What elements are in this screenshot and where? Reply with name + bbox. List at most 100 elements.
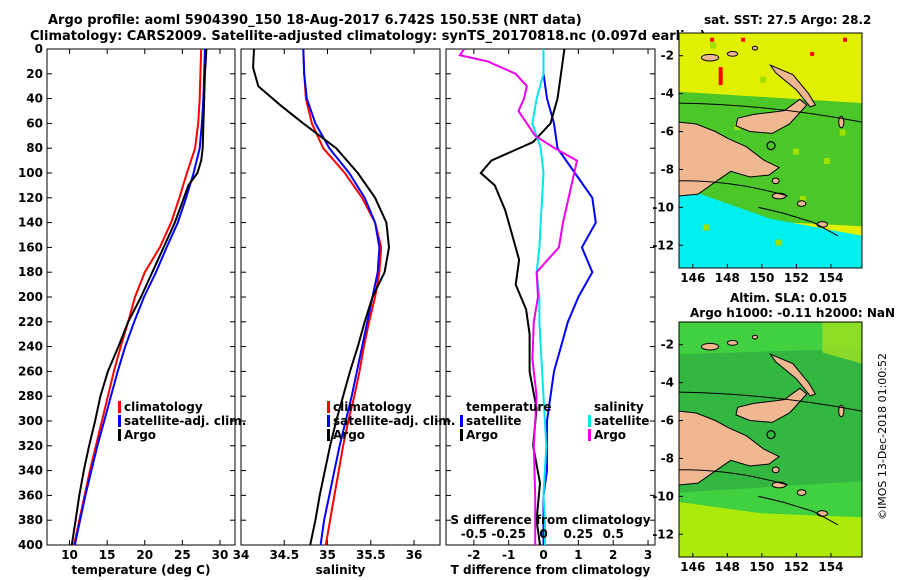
difference-series-salinity-Argo <box>458 48 579 545</box>
diff-t-tick-label: 0 <box>539 548 547 562</box>
sst-lon-tick-label: 154 <box>818 271 843 285</box>
salinity-series-Argo <box>252 48 391 546</box>
depth-tick-label: 380 <box>18 513 43 527</box>
depth-tick-label: 0 <box>35 42 43 56</box>
depth-tick-label: 100 <box>18 166 43 180</box>
argo-position-marker <box>766 141 776 151</box>
small-island <box>816 510 828 517</box>
depth-tick-label: 400 <box>18 538 43 552</box>
diff-legend-salinity-header: salinity <box>594 400 644 414</box>
small-island <box>796 200 807 207</box>
small-island <box>771 177 780 185</box>
bathymetry-contour <box>678 102 863 123</box>
diff-legend-temperature-header: temperature <box>466 400 551 414</box>
small-island <box>838 115 845 129</box>
temperature-xtick-label: 15 <box>99 548 116 562</box>
sst-hotspot <box>710 37 715 42</box>
sst-map-frame <box>678 32 863 269</box>
reef-contour <box>758 206 839 237</box>
small-island <box>838 404 845 418</box>
depth-tick-label: 280 <box>18 389 43 403</box>
depth-tick-label: 160 <box>18 240 43 254</box>
salinity-xtick-label: 35 <box>319 548 336 562</box>
temperature-xtick-label: 30 <box>212 548 229 562</box>
sst-lon-tick-label: 150 <box>749 271 774 285</box>
sla-high-zone-ne <box>822 322 862 364</box>
salinity-xtick-label: 34 <box>233 548 250 562</box>
depth-tick-label: 180 <box>18 265 43 279</box>
temperature-legend-swatch <box>118 401 121 413</box>
diff-t-tick-label: 3 <box>644 548 652 562</box>
bathymetry-contour <box>678 469 788 486</box>
sla-lat-tick-label: -12 <box>652 527 674 541</box>
temperature-xtick-label: 20 <box>136 548 153 562</box>
diff-legend-salinity-swatch <box>588 429 591 441</box>
sst-speckle <box>775 239 782 246</box>
depth-tick-label: 80 <box>26 141 43 155</box>
temperature-xtick-label: 10 <box>61 548 78 562</box>
diff-legend-temperature-swatch <box>460 415 463 427</box>
sst-lat-tick-label: -12 <box>652 238 674 252</box>
depth-tick-label: 60 <box>26 116 43 130</box>
temperature-legend-label: satellite-adj. clim. <box>124 414 246 428</box>
depth-tick-label: 20 <box>26 67 43 81</box>
small-island <box>796 489 807 496</box>
diff-t-tick-label: -2 <box>467 548 480 562</box>
salinity-legend-label: climatology <box>333 400 412 414</box>
small-island <box>726 50 739 57</box>
difference-series-temperature-satellite <box>542 49 597 545</box>
reef-contour <box>758 495 839 526</box>
sla-lon-tick-label: 154 <box>818 560 843 574</box>
map-sla-title-line1: Altim. SLA: 0.015 <box>730 291 848 305</box>
sst-lat-tick-label: -8 <box>661 162 674 176</box>
diff-legend-temperature-swatch <box>460 429 463 441</box>
depth-tick-label: 40 <box>26 92 43 106</box>
salinity-xtick-label: 34.5 <box>269 548 299 562</box>
sst-lat-tick-label: -2 <box>661 49 674 63</box>
depth-tick-label: 200 <box>18 290 43 304</box>
salinity-legend-swatch <box>327 415 330 427</box>
small-island <box>700 53 720 62</box>
sla-high-zone <box>679 502 862 557</box>
depth-tick-label: 300 <box>18 414 43 428</box>
sla-map-frame <box>678 321 863 558</box>
salinity-xtick-label: 35.5 <box>356 548 386 562</box>
temperature-xtick-label: 25 <box>174 548 191 562</box>
sla-lon-tick-label: 146 <box>680 560 705 574</box>
figure-title-line2: Climatology: CARS2009. Satellite-adjuste… <box>30 29 706 44</box>
sst-speckle <box>799 195 806 202</box>
map-sla-title-line2: Argo h1000: -0.11 h2000: NaN <box>690 306 896 320</box>
sst-speckle <box>824 158 831 165</box>
diff-legend-temperature-label: Argo <box>466 428 498 442</box>
diff-s-tick-label: -0.5 <box>461 527 487 541</box>
figure-title-line1: Argo profile: aoml 5904390_150 18-Aug-20… <box>48 13 582 28</box>
sst-map-group <box>678 32 863 269</box>
new-ireland-island <box>769 353 817 397</box>
sla-lon-tick-label: 152 <box>784 560 809 574</box>
sst-lat-tick-label: -10 <box>652 200 674 214</box>
small-island <box>726 339 739 346</box>
salinity-xlabel: salinity <box>316 563 366 577</box>
salinity-legend-swatch <box>327 429 330 441</box>
sst-mid-zone <box>679 91 862 227</box>
diff-s-tick-label: 0.25 <box>564 527 594 541</box>
sla-lat-tick-label: -4 <box>661 376 674 390</box>
small-island <box>816 221 828 228</box>
depth-tick-label: 340 <box>18 464 43 478</box>
small-island <box>700 342 720 351</box>
new-britain-island <box>735 98 808 134</box>
depth-tick-label: 140 <box>18 216 43 230</box>
depth-tick-label: 320 <box>18 439 43 453</box>
sst-speckle <box>734 123 741 130</box>
map-sst-title: sat. SST: 27.5 Argo: 28.2 <box>704 13 872 27</box>
temperature-legend-label: Argo <box>124 428 156 442</box>
bathymetry-contour <box>678 180 788 197</box>
diff-s-tick-label: 0 <box>539 527 547 541</box>
temperature-xlabel: temperature (deg C) <box>72 563 211 577</box>
temperature-legend-swatch <box>118 429 121 441</box>
small-island <box>751 45 759 51</box>
salinity-legend-label: satellite-adj. clim. <box>333 414 455 428</box>
depth-tick-label: 260 <box>18 364 43 378</box>
diff-legend-salinity-swatch <box>588 415 591 427</box>
